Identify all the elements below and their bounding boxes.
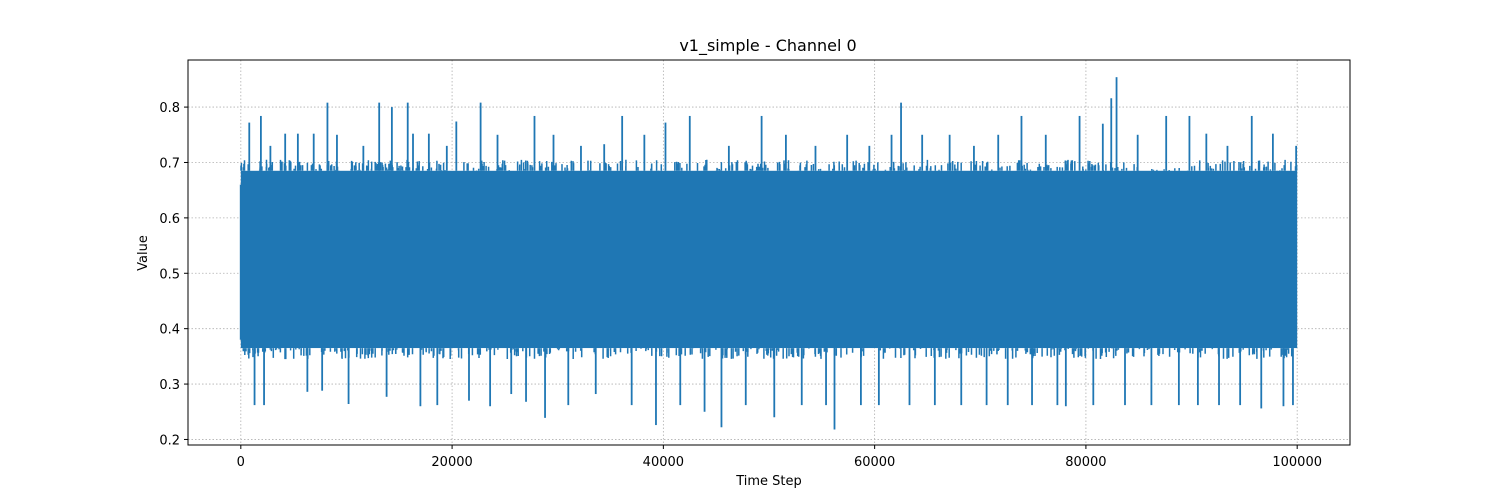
signal-band: [240, 170, 1298, 349]
x-axis: 0 20000 40000 60000 80000 100000: [237, 445, 1322, 470]
y-axis-label: Value: [136, 235, 151, 271]
y-tick-label: 0.6: [159, 212, 180, 227]
y-tick-label: 0.3: [159, 378, 180, 393]
series-layer: [239, 77, 1298, 430]
x-axis-label: Time Step: [735, 474, 802, 489]
y-tick-label: 0.5: [159, 267, 180, 282]
y-tick-label: 0.2: [159, 433, 180, 448]
x-tick-label: 100000: [1272, 455, 1322, 470]
chart-title: v1_simple - Channel 0: [679, 36, 856, 56]
x-tick-label: 60000: [854, 455, 895, 470]
y-tick-label: 0.7: [159, 156, 180, 171]
y-tick-label: 0.8: [159, 101, 180, 116]
x-tick-label: 80000: [1065, 455, 1106, 470]
y-tick-label: 0.4: [159, 323, 180, 338]
x-tick-label: 40000: [643, 455, 684, 470]
x-tick-label: 0: [237, 455, 245, 470]
x-tick-label: 20000: [431, 455, 472, 470]
y-axis: 0.2 0.3 0.4 0.5 0.6 0.7 0.8: [159, 101, 188, 448]
plot-frame: [187, 59, 1351, 446]
